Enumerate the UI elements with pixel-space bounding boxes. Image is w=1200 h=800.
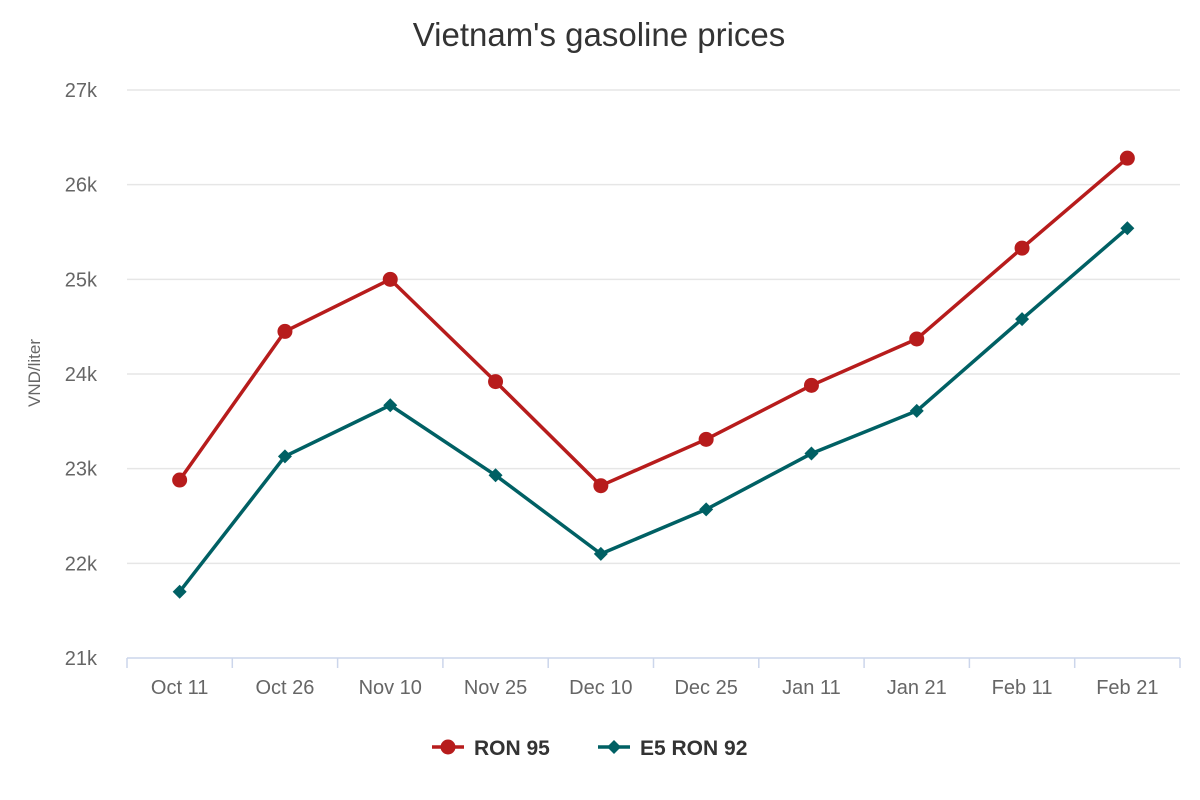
x-tick-label: Dec 25: [674, 677, 737, 699]
legend-item[interactable]: E5 RON 92: [598, 737, 747, 760]
x-tick-label: Oct 26: [255, 677, 314, 699]
legend-marker: [440, 739, 456, 755]
data-point: [909, 331, 925, 347]
y-tick-label: 21k: [65, 648, 98, 670]
y-tick-label: 22k: [65, 553, 98, 575]
data-point: [593, 478, 609, 494]
y-tick-label: 27k: [65, 80, 98, 102]
data-point: [1015, 312, 1030, 327]
series-line: [177, 226, 1130, 594]
data-point: [383, 398, 398, 413]
legend-item[interactable]: RON 95: [432, 737, 550, 760]
y-axis-label: VND/liter: [25, 339, 44, 407]
legend-marker: [607, 740, 621, 754]
x-tick-label: Feb 21: [1096, 677, 1158, 699]
data-point: [1119, 150, 1135, 166]
data-point: [277, 449, 292, 464]
data-point: [698, 431, 714, 447]
legend-label: E5 RON 92: [640, 737, 747, 760]
y-tick-label: 25k: [65, 269, 98, 291]
data-point: [172, 584, 187, 599]
legend-label: RON 95: [474, 737, 550, 760]
y-tick-label: 23k: [65, 459, 98, 481]
y-tick-label: 24k: [65, 364, 98, 386]
x-tick-label: Jan 21: [887, 677, 947, 699]
data-point: [382, 271, 398, 287]
x-tick-label: Oct 11: [151, 677, 208, 699]
data-point: [172, 472, 188, 488]
x-tick-label: Dec 10: [569, 677, 632, 699]
grid-lines: [127, 89, 1180, 565]
series-layer: [172, 150, 1135, 599]
x-tick-label: Nov 10: [359, 677, 422, 699]
data-point: [1014, 240, 1030, 256]
series-e5-ron-92: [172, 221, 1135, 599]
data-point: [277, 323, 293, 339]
data-point: [909, 403, 924, 418]
x-axis: Oct 11 Oct 26 Nov 10 Nov 25 Dec 10 Dec 25 Jan …: [126, 657, 1181, 699]
data-point: [593, 546, 608, 561]
data-point: [488, 374, 504, 390]
chart-title: Vietnam's gasoline prices: [413, 16, 786, 53]
data-point: [488, 468, 503, 483]
y-axis-ticks: 21k 22k 23k 24k 25k 26k 27k: [65, 80, 98, 670]
y-tick-label: 26k: [65, 175, 98, 197]
x-tick-label: Feb 11: [992, 677, 1053, 699]
x-tick-label: Jan 11: [782, 677, 841, 699]
data-point: [1120, 221, 1135, 236]
data-point: [804, 446, 819, 461]
legend[interactable]: RON 95 E5 RON 92: [432, 737, 747, 760]
x-tick-label: Nov 25: [464, 677, 527, 699]
series-line: [177, 156, 1130, 488]
data-point: [803, 377, 819, 393]
series-ron-95: [172, 150, 1135, 494]
data-point: [699, 502, 714, 517]
